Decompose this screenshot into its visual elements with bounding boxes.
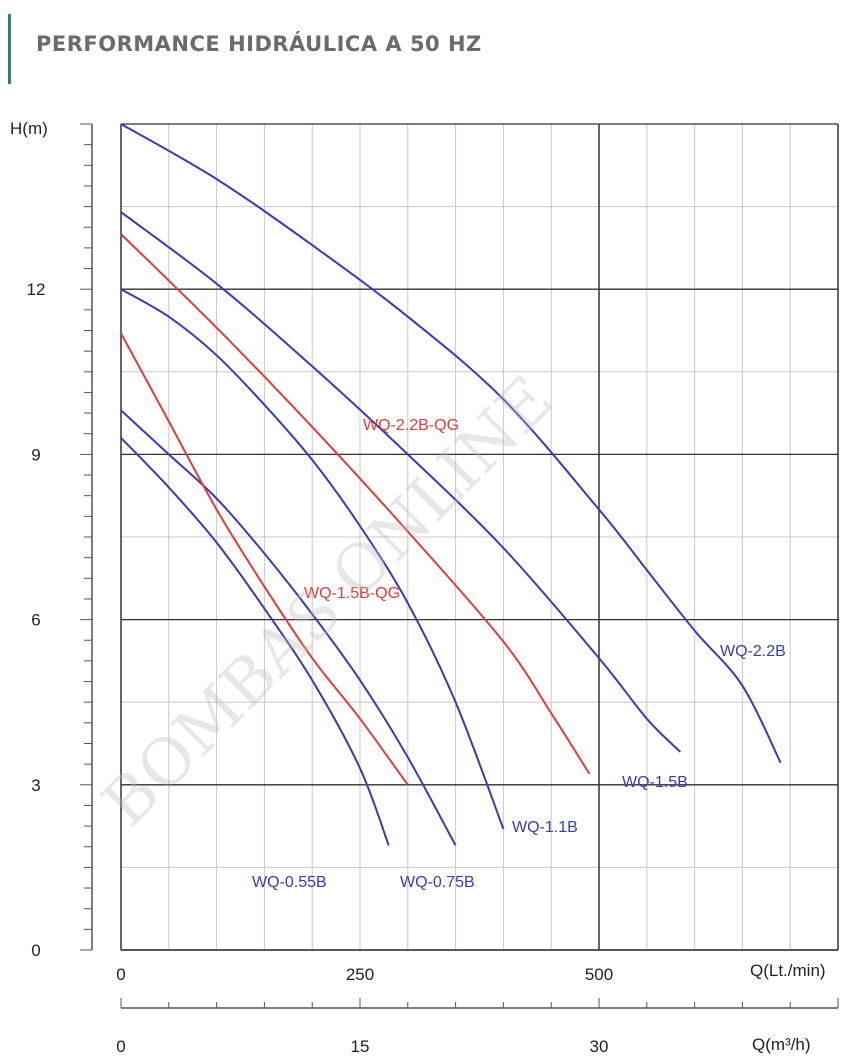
x-tick-label: 250 [346,965,374,984]
y-tick-label: 6 [31,611,40,630]
y-tick-label: 0 [31,941,40,960]
series-label-wq-2-2b-qg: WQ-2.2B-QG [363,417,459,434]
series-lines [120,123,782,846]
x-tick-label-secondary: 0 [116,1037,125,1056]
series-line-wq-2-2b [120,123,782,764]
series-line-wq-0-75b [120,409,457,846]
series-label-wq-0-55b: WQ-0.55B [252,874,327,891]
x-tick-label: 500 [585,965,613,984]
y-tick-label: 3 [31,776,40,795]
y-axis-ruler [80,123,93,951]
page-title: PERFORMANCE HIDRÁULICA A 50 HZ [36,32,482,56]
x-tick-label: 0 [116,965,125,984]
series-line-wq-1-5b [120,211,682,753]
y-tick-label: 12 [27,280,46,299]
tick-labels: 0 3 6 9 12 0 250 500 0 15 30 [27,280,614,1056]
series-line-wq-2-2b-qg [120,233,591,775]
x-axis-label-secondary: Q(m³/h) [752,1035,811,1054]
series-label-wq-0-75b: WQ-0.75B [400,874,475,891]
title-accent-bar [8,14,11,84]
major-grid [120,123,839,951]
series-line-wq-0-55b [120,437,390,846]
minor-grid [120,123,839,951]
y-tick-label: 9 [31,445,40,464]
series-label-wq-1-5b: WQ-1.5B [622,774,688,791]
x-axis-label: Q(Lt./min) [750,961,826,980]
y-axis-label: H(m) [10,119,48,138]
secondary-x-axis [120,998,839,1009]
x-tick-label-secondary: 30 [590,1037,609,1056]
series-label-wq-2-2b: WQ-2.2B [720,643,786,660]
watermark-text: BOMBAS ONLINE [89,363,567,841]
series-label-wq-1-5b-qg: WQ-1.5B-QG [304,585,400,602]
series-line-wq-1-5b-qg [120,332,409,786]
x-tick-label-secondary: 15 [351,1037,370,1056]
series-label-wq-1-1b: WQ-1.1B [512,819,578,836]
series-line-wq-1-1b [120,288,505,830]
